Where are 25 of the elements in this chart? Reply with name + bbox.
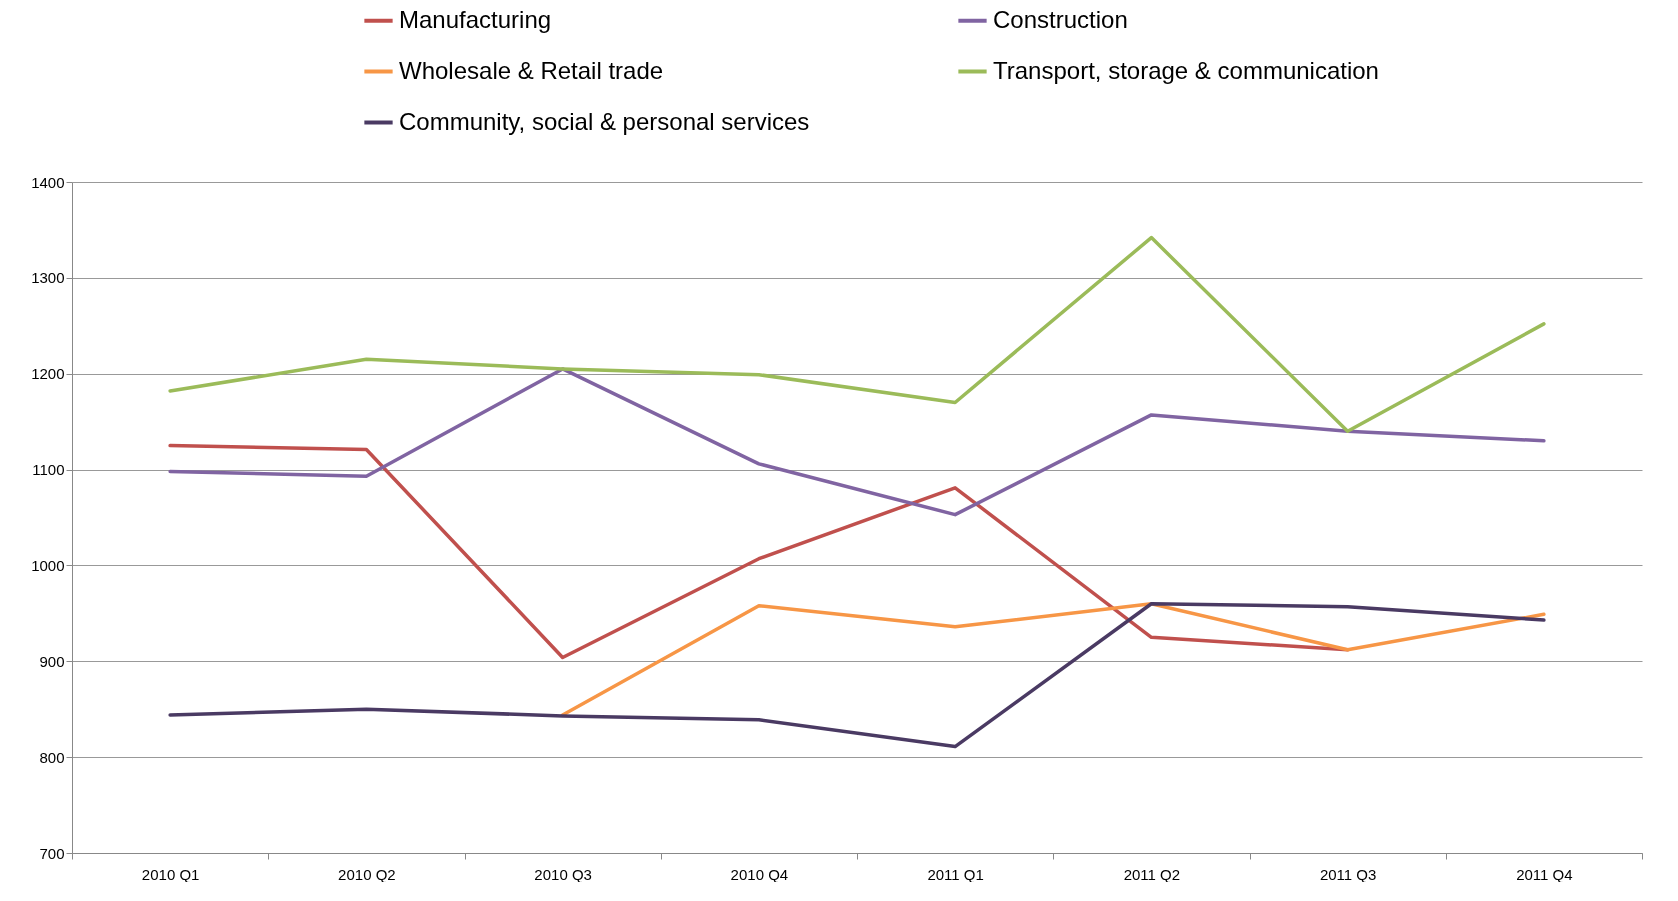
x-tick-label: 2010 Q4 (730, 865, 789, 883)
y-tick-label: 1100 (32, 461, 65, 479)
x-tick-label: 2011 Q4 (1516, 865, 1573, 883)
x-tick-label: 2011 Q3 (1319, 865, 1377, 883)
y-tick-label: 800 (39, 748, 65, 766)
y-tick-label: 1200 (31, 365, 65, 383)
y-tick-label: 700 (39, 844, 65, 862)
x-tick-label: 2010 Q2 (338, 865, 396, 883)
y-tick-label: 900 (39, 652, 65, 670)
line-series (168, 367, 1546, 517)
x-tick-label: 2010 Q1 (141, 865, 200, 883)
legend-label: Transport, storage & communication (993, 56, 1379, 84)
line-series (560, 602, 1546, 717)
line-series (168, 602, 1546, 749)
legend-label: Community, social & personal services (399, 107, 810, 135)
y-tick-label: 1300 (31, 269, 65, 287)
x-tick-label: 2010 Q3 (534, 865, 592, 883)
legend-label: Wholesale & Retail trade (399, 56, 664, 84)
y-tick-label: 1000 (31, 556, 65, 574)
legend-label: Construction (993, 5, 1128, 33)
x-tick-label: 2011 Q1 (927, 865, 984, 883)
line-series (168, 235, 1546, 433)
legend-label: Manufacturing (399, 5, 552, 33)
y-tick-label: 1400 (31, 173, 65, 191)
x-tick-label: 2011 Q2 (1123, 865, 1181, 883)
